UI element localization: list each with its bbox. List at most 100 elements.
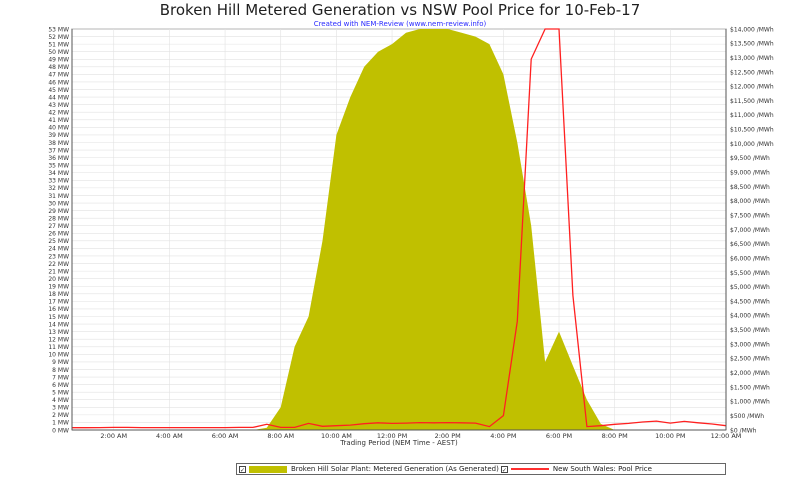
y-right-tick-label: $4,500 /MWh: [730, 298, 770, 305]
y-left-tick-label: 25 MW: [48, 238, 69, 245]
y-right-tick-label: $1,000 /MWh: [730, 399, 770, 406]
y-left-tick-label: 46 MW: [48, 79, 69, 86]
legend-item-price[interactable]: ✓ New South Wales: Pool Price: [499, 464, 652, 474]
y-left-tick-label: 16 MW: [48, 306, 69, 313]
y-right-tick-label: $1,500 /MWh: [730, 384, 770, 391]
y-right-tick-label: $10,000 /MWh: [730, 141, 774, 148]
x-tick-label: 4:00 AM: [156, 432, 183, 440]
y-left-tick-label: 37 MW: [48, 147, 69, 154]
chart-subtitle: Created with NEM-Review (www.nem-review.…: [313, 20, 487, 28]
y-right-tick-label: $2,500 /MWh: [730, 356, 770, 363]
y-right-tick-label: $13,500 /MWh: [730, 41, 774, 48]
legend-checkbox-price[interactable]: ✓: [500, 465, 508, 474]
legend-label-generation: Broken Hill Solar Plant: Metered Generat…: [291, 465, 499, 473]
legend-label-price: New South Wales: Pool Price: [552, 465, 652, 473]
y-left-tick-label: 44 MW: [48, 94, 69, 101]
legend-swatch-price: [510, 468, 549, 470]
y-right-tick-label: $5,000 /MWh: [730, 284, 770, 291]
legend-item-generation[interactable]: ✓ Broken Hill Solar Plant: Metered Gener…: [237, 464, 499, 474]
x-tick-label: 8:00 PM: [602, 432, 628, 440]
legend-checkbox-generation[interactable]: ✓: [239, 465, 246, 474]
y-right-tick-label: $3,500 /MWh: [730, 327, 770, 334]
y-left-tick-label: 34 MW: [48, 170, 69, 177]
y-left-tick-label: 2 MW: [52, 412, 69, 419]
y-left-tick-label: 10 MW: [48, 352, 69, 359]
x-tick-label: 12:00 AM: [711, 432, 742, 440]
y-left-tick-label: 11 MW: [48, 344, 69, 351]
legend-swatch-generation: [249, 465, 287, 473]
y-left-tick-label: 21 MW: [48, 268, 69, 275]
series-area-generation: [72, 29, 726, 430]
y-right-tick-label: $6,000 /MWh: [730, 255, 770, 262]
x-axis-label: Trading Period (NEM Time - AEST): [339, 439, 458, 447]
y-left-tick-label: 0 MW: [52, 427, 69, 434]
x-tick-label: 4:00 PM: [490, 432, 516, 440]
y-right-tick-label: $3,000 /MWh: [730, 341, 770, 348]
y-left-tick-label: 4 MW: [52, 397, 69, 404]
y-left-tick-label: 19 MW: [48, 284, 69, 291]
y-right-tick-label: $14,000 /MWh: [730, 26, 774, 33]
y-right-tick-label: $7,500 /MWh: [730, 212, 770, 219]
x-tick-label: 10:00 AM: [321, 432, 352, 440]
y-left-tick-label: 39 MW: [48, 132, 69, 139]
y-left-tick-label: 18 MW: [48, 291, 69, 298]
y-left-tick-label: 38 MW: [48, 140, 69, 147]
y-left-tick-label: 28 MW: [48, 215, 69, 222]
y-right-tick-label: $10,500 /MWh: [730, 127, 774, 134]
x-tick-label: 2:00 AM: [100, 432, 127, 440]
y-right-tick-label: $11,500 /MWh: [730, 98, 774, 105]
y-left-tick-label: 36 MW: [48, 155, 69, 162]
y-left-tick-label: 47 MW: [48, 72, 69, 79]
y-left-tick-label: 41 MW: [48, 117, 69, 124]
y-left-tick-label: 45 MW: [48, 87, 69, 94]
y-left-tick-label: 52 MW: [48, 34, 69, 41]
y-right-tick-label: $9,500 /MWh: [730, 155, 770, 162]
y-right-tick-label: $6,500 /MWh: [730, 241, 770, 248]
series-line-price: [72, 28, 727, 429]
y-left-tick-label: 26 MW: [48, 231, 69, 238]
y-right-tick-label: $5,500 /MWh: [730, 270, 770, 277]
y-right-tick-label: $2,000 /MWh: [730, 370, 770, 377]
y-right-tick-label: $500 /MWh: [730, 413, 764, 420]
chart-legend: ✓ Broken Hill Solar Plant: Metered Gener…: [236, 463, 726, 475]
y-right-tick-label: $13,000 /MWh: [730, 55, 774, 62]
y-right-tick-label: $12,000 /MWh: [730, 84, 774, 91]
y-left-tick-label: 51 MW: [48, 41, 69, 48]
y-left-tick-label: 3 MW: [52, 405, 69, 412]
x-tick-label: 12:00 PM: [377, 432, 407, 440]
y-left-tick-label: 33 MW: [48, 178, 69, 185]
x-tick-label: 10:00 PM: [655, 432, 685, 440]
x-tick-label: 2:00 PM: [435, 432, 461, 440]
y-left-tick-label: 14 MW: [48, 321, 69, 328]
chart-title: Broken Hill Metered Generation vs NSW Po…: [159, 1, 641, 19]
y-left-tick-label: 32 MW: [48, 185, 69, 192]
y-left-tick-label: 12 MW: [48, 337, 69, 344]
x-tick-label: 6:00 AM: [212, 432, 239, 440]
y-left-tick-label: 17 MW: [48, 299, 69, 306]
y-left-tick-label: 42 MW: [48, 110, 69, 117]
y-right-tick-label: $8,500 /MWh: [730, 184, 770, 191]
y-left-tick-label: 48 MW: [48, 64, 69, 71]
y-right-tick-label: $8,000 /MWh: [730, 198, 770, 205]
y-left-tick-label: 49 MW: [48, 57, 69, 64]
y-left-tick-label: 23 MW: [48, 253, 69, 260]
y-left-tick-label: 43 MW: [48, 102, 69, 109]
y-right-tick-label: $12,500 /MWh: [730, 69, 774, 76]
y-left-tick-label: 6 MW: [52, 382, 69, 389]
y-left-tick-label: 1 MW: [52, 420, 69, 427]
y-left-tick-label: 30 MW: [48, 200, 69, 207]
y-right-tick-label: $7,000 /MWh: [730, 227, 770, 234]
y-left-tick-label: 24 MW: [48, 246, 69, 253]
y-left-tick-label: 50 MW: [48, 49, 69, 56]
y-left-tick-label: 15 MW: [48, 314, 69, 321]
y-left-tick-label: 13 MW: [48, 329, 69, 336]
x-tick-label: 8:00 AM: [267, 432, 294, 440]
y-left-tick-label: 27 MW: [48, 223, 69, 230]
y-left-tick-label: 35 MW: [48, 162, 69, 169]
y-left-tick-label: 7 MW: [52, 374, 69, 381]
y-right-tick-label: $0 /MWh: [730, 427, 757, 434]
y-left-tick-label: 31 MW: [48, 193, 69, 200]
y-left-tick-label: 40 MW: [48, 125, 69, 132]
x-tick-label: 6:00 PM: [546, 432, 572, 440]
